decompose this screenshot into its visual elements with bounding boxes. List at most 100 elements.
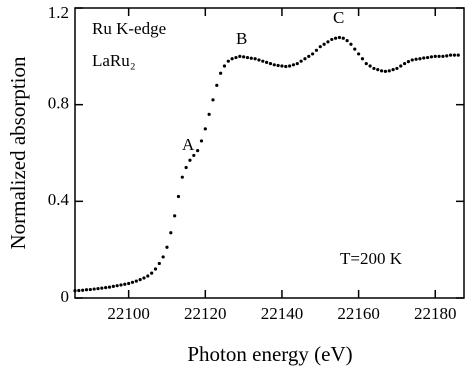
data-point xyxy=(176,194,181,199)
data-point xyxy=(157,261,161,266)
data-point xyxy=(314,48,319,52)
data-point xyxy=(383,69,388,73)
data-point xyxy=(88,287,92,292)
data-point xyxy=(184,165,188,170)
data-point xyxy=(245,55,250,60)
data-point xyxy=(104,286,108,290)
data-point xyxy=(111,284,115,288)
data-point xyxy=(376,68,380,72)
data-point xyxy=(422,56,426,60)
annotation: C xyxy=(333,8,344,27)
data-point xyxy=(161,255,165,259)
data-point xyxy=(146,274,150,278)
data-point xyxy=(265,60,269,64)
data-point xyxy=(173,214,177,218)
data-point xyxy=(437,54,441,58)
data-point xyxy=(307,54,311,58)
data-point xyxy=(295,61,299,66)
data-point xyxy=(180,175,184,179)
data-point xyxy=(448,53,453,57)
data-point xyxy=(219,71,223,75)
data-point xyxy=(322,42,326,46)
data-point xyxy=(81,288,85,292)
data-point xyxy=(115,284,119,288)
data-point xyxy=(349,42,353,46)
data-point xyxy=(242,55,246,59)
data-point xyxy=(276,63,280,68)
data-point xyxy=(222,64,227,68)
data-point xyxy=(337,35,342,40)
y-tick-label: 0.8 xyxy=(48,94,69,113)
data-point xyxy=(123,282,127,286)
data-point xyxy=(414,57,418,61)
x-tick-label: 22180 xyxy=(414,304,457,323)
data-point xyxy=(357,52,361,56)
data-point xyxy=(399,64,403,68)
x-tick-label: 22100 xyxy=(107,304,150,323)
plot-frame xyxy=(74,7,465,299)
data-point xyxy=(127,281,131,286)
annotation: Ru K-edge xyxy=(92,19,166,38)
data-point xyxy=(257,58,261,62)
x-axis-label: Photon energy (eV) xyxy=(187,342,352,366)
data-point xyxy=(150,271,154,275)
data-point xyxy=(380,69,384,73)
data-point xyxy=(100,286,104,290)
x-tick-label: 22120 xyxy=(184,304,227,323)
data-point xyxy=(402,61,407,66)
y-tick-label: 0 xyxy=(61,287,70,306)
data-point xyxy=(96,286,100,291)
data-point xyxy=(330,37,334,42)
data-point xyxy=(268,61,273,66)
data-point xyxy=(249,56,253,60)
data-point xyxy=(196,148,200,153)
data-point xyxy=(130,280,135,284)
x-tick-label: 22160 xyxy=(337,304,380,323)
data-point xyxy=(341,36,345,40)
data-point xyxy=(73,289,77,293)
data-point xyxy=(165,245,169,249)
annotation: LaRu₂ xyxy=(92,51,136,70)
data-point xyxy=(387,69,391,73)
data-point xyxy=(445,54,449,58)
y-tick-label: 1.2 xyxy=(48,3,69,22)
y-tick-label: 0.4 xyxy=(48,190,70,209)
data-point xyxy=(441,54,445,58)
data-point xyxy=(410,58,414,62)
data-point xyxy=(211,98,215,102)
data-point xyxy=(215,83,219,87)
x-tick-label: 22140 xyxy=(261,304,304,323)
data-point xyxy=(406,60,411,64)
data-point xyxy=(134,279,138,283)
data-point xyxy=(353,47,357,51)
data-point xyxy=(199,139,204,143)
data-point xyxy=(425,55,430,60)
data-point xyxy=(253,57,257,61)
data-point xyxy=(207,112,211,116)
data-point xyxy=(203,127,207,131)
data-point xyxy=(138,278,142,282)
data-point xyxy=(429,55,434,59)
data-point xyxy=(299,59,303,63)
annotation: B xyxy=(236,29,247,48)
data-point xyxy=(364,61,368,66)
data-point xyxy=(326,40,330,44)
data-point xyxy=(230,57,234,61)
data-point xyxy=(291,63,296,67)
data-point xyxy=(303,57,307,61)
data-point xyxy=(372,66,376,71)
data-point xyxy=(284,64,288,69)
data-point xyxy=(107,285,112,289)
data-point xyxy=(433,54,437,58)
data-point xyxy=(452,53,457,57)
data-point xyxy=(368,64,372,68)
data-point xyxy=(84,288,89,292)
data-point xyxy=(288,64,292,68)
data-point xyxy=(318,45,322,49)
data-point xyxy=(77,288,81,293)
data-point xyxy=(456,53,460,57)
data-point xyxy=(188,158,192,162)
data-point xyxy=(395,66,399,71)
data-point xyxy=(334,36,338,40)
